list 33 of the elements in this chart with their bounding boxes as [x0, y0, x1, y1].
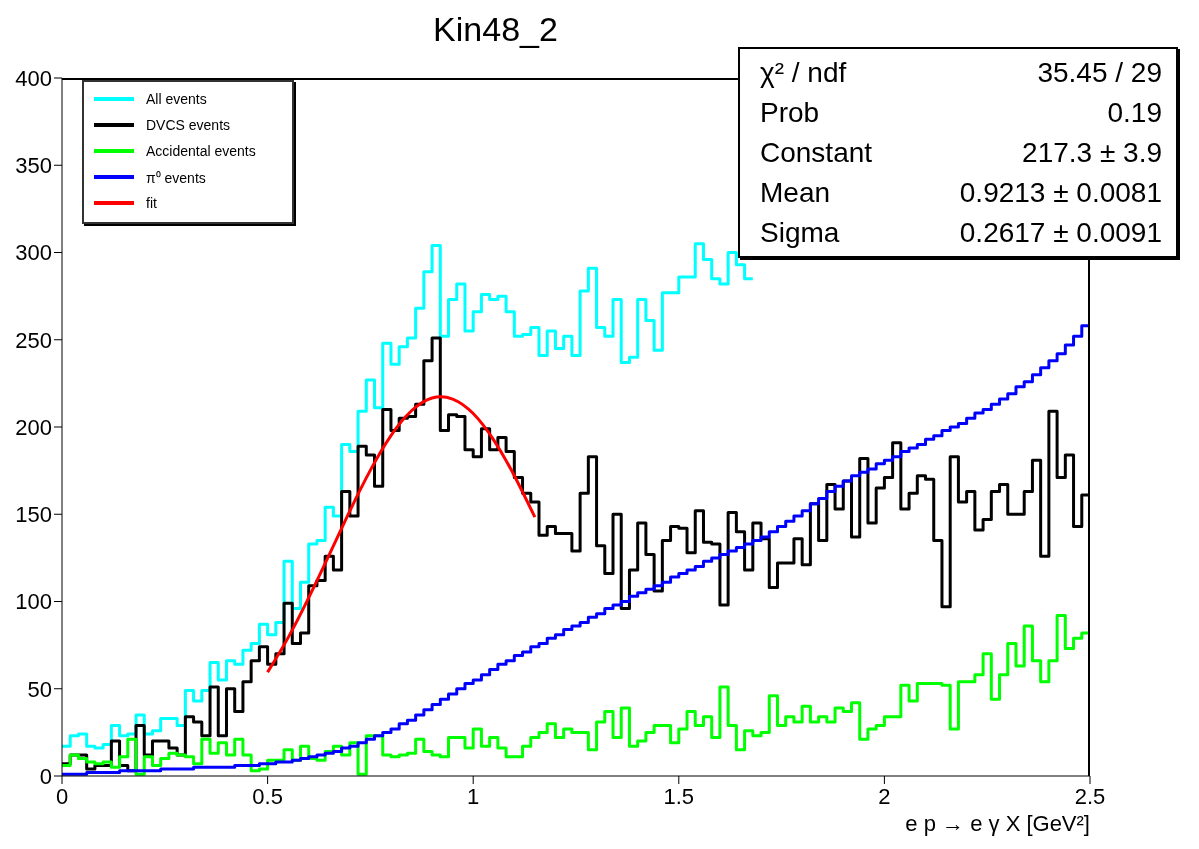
y-tick-label: 200 — [15, 414, 52, 440]
legend-label: π⁰ events — [146, 168, 206, 187]
annotation: 35.45 / 29 — [1037, 57, 1162, 89]
legend-label: DVCS events — [146, 117, 231, 133]
x-tick-label: 0.5 — [252, 783, 283, 809]
text: 0.19 — [1107, 97, 1162, 129]
y-tick-label: 100 — [15, 589, 52, 615]
y-tick-label: 0 — [39, 763, 52, 789]
x-tick-label: 1 — [467, 783, 480, 809]
y-tick-label: 250 — [15, 327, 52, 353]
legend-label: Accidental events — [146, 143, 256, 159]
y-tick-label: 350 — [15, 153, 52, 179]
y-tick-label: 150 — [15, 502, 52, 528]
annotation: 0.9213 ± 0.0081 — [959, 177, 1162, 209]
line-series — [266, 395, 537, 674]
y-tick-label: 50 — [27, 676, 52, 702]
x-tick-label: 1.5 — [663, 783, 695, 809]
chart-title: Kin48_2 — [432, 10, 559, 49]
annotation: Mean — [760, 177, 831, 209]
x-tick-label: 2.5 — [1074, 783, 1106, 809]
annotation: 0.2617 ± 0.0091 — [959, 217, 1162, 249]
y-tick-label: 400 — [15, 65, 52, 91]
legend-label: All events — [146, 91, 207, 107]
x-axis-title: e p → e γ X [GeV²] — [905, 811, 1090, 837]
annotation: Constant — [760, 137, 873, 169]
annotation: χ² / ndf — [760, 57, 847, 89]
x-tick-label: 2 — [878, 783, 891, 809]
annotation: Sigma — [760, 217, 840, 249]
annotation: 217.3 ± 3.9 — [1022, 137, 1162, 169]
legend-label: fit — [146, 195, 157, 211]
y-tick-label: 300 — [15, 240, 52, 266]
x-tick-label: 0 — [55, 783, 69, 809]
annotation: Prob — [760, 97, 820, 129]
